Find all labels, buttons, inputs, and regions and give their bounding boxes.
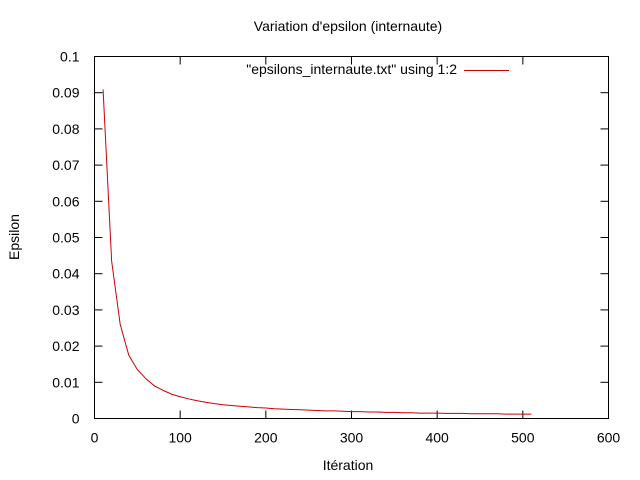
x-tick-label: 300 (340, 430, 364, 446)
y-tick-label: 0.02 (52, 338, 79, 354)
y-tick-label: 0 (72, 411, 80, 427)
legend-label: "epsilons_internaute.txt" using 1:2 (246, 61, 457, 77)
x-axis-label: Itération (323, 457, 374, 473)
x-tick-label: 100 (168, 430, 192, 446)
chart-title: Variation d'epsilon (internaute) (254, 18, 442, 34)
y-tick-label: 0.05 (52, 230, 79, 246)
series-line (102, 89, 532, 415)
x-tick-label: 400 (425, 430, 449, 446)
x-tick-label: 200 (254, 430, 278, 446)
x-tick-label: 600 (597, 430, 621, 446)
plot-frame (94, 56, 609, 419)
y-tick-label: 0.03 (52, 302, 79, 318)
y-tick-label: 0.06 (52, 193, 79, 209)
y-tick-label: 0.08 (52, 121, 79, 137)
x-tick-label: 0 (91, 430, 99, 446)
x-tick-label: 500 (511, 430, 535, 446)
y-tick-label: 0.09 (52, 85, 79, 101)
y-tick-label: 0.01 (52, 374, 79, 390)
y-tick-label: 0.1 (60, 49, 80, 65)
y-tick-label: 0.07 (52, 157, 79, 173)
y-tick-label: 0.04 (52, 266, 79, 282)
y-axis-label: Epsilon (6, 214, 22, 260)
